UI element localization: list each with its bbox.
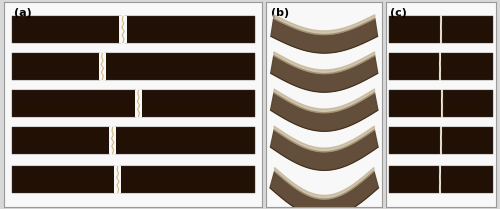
Polygon shape — [274, 15, 375, 34]
Bar — [390, 90, 442, 117]
Bar — [442, 16, 492, 43]
Polygon shape — [274, 89, 374, 113]
Text: (a): (a) — [14, 8, 32, 18]
Bar — [109, 127, 116, 154]
Polygon shape — [270, 56, 378, 92]
Polygon shape — [270, 130, 378, 170]
Polygon shape — [271, 18, 378, 53]
Text: (b): (b) — [271, 8, 289, 18]
Polygon shape — [270, 171, 378, 209]
Bar — [390, 16, 440, 43]
Bar — [443, 90, 492, 117]
Bar — [125, 16, 254, 43]
Bar — [12, 90, 136, 117]
Bar — [390, 127, 440, 154]
Text: (c): (c) — [390, 8, 407, 18]
Bar — [98, 53, 106, 80]
Bar — [12, 127, 110, 154]
Polygon shape — [274, 52, 374, 74]
Bar — [12, 16, 120, 43]
Bar — [440, 166, 492, 193]
Bar — [104, 53, 255, 80]
Polygon shape — [270, 93, 378, 131]
Polygon shape — [274, 168, 374, 199]
Bar — [140, 90, 254, 117]
Bar — [390, 53, 439, 80]
Bar — [120, 16, 126, 43]
Bar — [440, 127, 442, 154]
Bar — [440, 16, 442, 43]
Bar — [12, 53, 100, 80]
Bar — [440, 53, 492, 80]
Bar — [114, 166, 122, 193]
Bar — [120, 166, 254, 193]
Bar — [135, 90, 142, 117]
Bar — [439, 166, 441, 193]
Bar — [439, 53, 441, 80]
Bar — [390, 166, 439, 193]
Polygon shape — [274, 126, 374, 152]
Bar — [12, 166, 116, 193]
Bar — [115, 127, 254, 154]
Bar — [441, 90, 444, 117]
Bar — [442, 127, 492, 154]
